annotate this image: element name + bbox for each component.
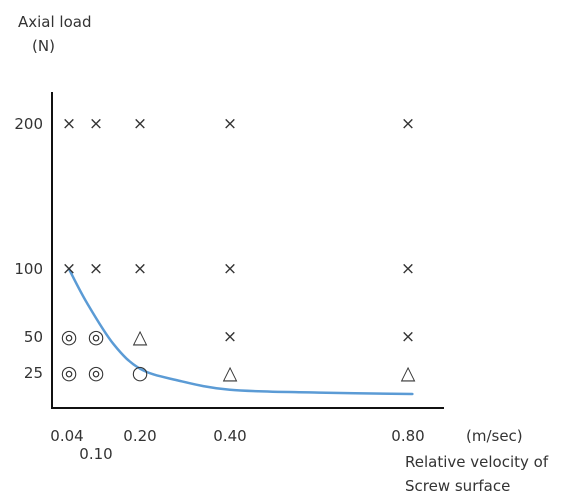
data-point-circle: ○ [132,362,149,384]
threshold-curve [67,267,414,396]
x-axis-unit: (m/sec) [466,427,523,445]
x-tick-label: 0.80 [391,427,424,445]
data-point-cross: × [89,114,103,134]
data-point-cross: × [401,114,415,134]
data-point-cross: × [223,327,237,347]
data-point-cross: × [133,114,147,134]
data-point-cross: × [62,114,76,134]
data-point-double-circle: ◎ [61,362,78,384]
data-point-double-circle: ◎ [88,362,105,384]
data-point-double-circle: ◎ [88,326,105,348]
data-point-cross: × [89,259,103,279]
x-axis-title-line-1: Relative velocity of [405,453,549,471]
x-tick-label: 0.10 [79,445,112,463]
data-point-triangle: △ [133,326,148,348]
data-point-cross: × [401,259,415,279]
y-axis-title-line-2: (N) [32,37,55,55]
y-tick-label: 200 [14,115,43,133]
y-tick-label: 25 [24,364,43,382]
data-point-cross: × [223,114,237,134]
x-tick-label: 0.04 [50,427,83,445]
data-point-triangle: △ [223,362,238,384]
y-tick-label: 50 [24,328,43,346]
x-tick-label: 0.20 [123,427,156,445]
x-axis-title-line-2: Screw surface [405,477,510,495]
x-tick-label: 0.40 [213,427,246,445]
y-tick-label: 100 [14,260,43,278]
data-point-cross: × [401,327,415,347]
data-point-cross: × [223,259,237,279]
data-point-cross: × [62,259,76,279]
data-point-double-circle: ◎ [61,326,78,348]
data-point-cross: × [133,259,147,279]
data-point-triangle: △ [401,362,416,384]
y-axis-title-line-1: Axial load [18,13,92,31]
